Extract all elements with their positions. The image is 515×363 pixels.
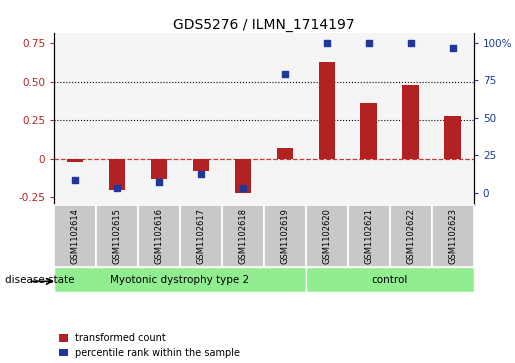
Text: GSM1102620: GSM1102620 [322,208,331,264]
Bar [150,159,167,179]
Bar [402,85,419,159]
Point [365,41,373,46]
FancyBboxPatch shape [348,205,390,267]
FancyBboxPatch shape [432,205,474,267]
Text: GSM1102615: GSM1102615 [113,208,122,264]
Bar [277,148,294,159]
FancyBboxPatch shape [264,205,306,267]
FancyBboxPatch shape [54,205,96,267]
FancyBboxPatch shape [390,205,432,267]
Legend: transformed count, percentile rank within the sample: transformed count, percentile rank withi… [59,333,241,358]
FancyBboxPatch shape [180,205,222,267]
Text: GSM1102623: GSM1102623 [449,208,457,264]
FancyBboxPatch shape [222,205,264,267]
Text: disease state: disease state [5,275,75,285]
Point [155,179,163,185]
FancyBboxPatch shape [306,205,348,267]
Point [407,41,415,46]
Text: Myotonic dystrophy type 2: Myotonic dystrophy type 2 [110,274,250,285]
Text: GSM1102619: GSM1102619 [281,208,289,264]
Text: GSM1102621: GSM1102621 [365,208,373,264]
FancyBboxPatch shape [96,205,138,267]
Text: GSM1102618: GSM1102618 [238,208,247,264]
Point [323,41,331,46]
Bar [444,116,461,159]
Bar [66,159,83,162]
Bar [109,159,126,190]
FancyBboxPatch shape [54,267,306,292]
Text: GSM1102617: GSM1102617 [197,208,205,264]
Title: GDS5276 / ILMN_1714197: GDS5276 / ILMN_1714197 [173,18,355,32]
Text: GSM1102616: GSM1102616 [154,208,163,264]
Point [449,45,457,51]
Bar [318,62,335,159]
Bar [360,103,377,159]
Text: GSM1102622: GSM1102622 [406,208,415,264]
FancyBboxPatch shape [138,205,180,267]
Point [197,171,205,177]
Point [113,185,121,191]
Bar [193,159,210,171]
FancyBboxPatch shape [306,267,474,292]
Point [71,178,79,183]
Text: GSM1102614: GSM1102614 [71,208,79,264]
Text: control: control [372,274,408,285]
Point [239,185,247,191]
Point [281,72,289,77]
Bar [234,159,251,193]
